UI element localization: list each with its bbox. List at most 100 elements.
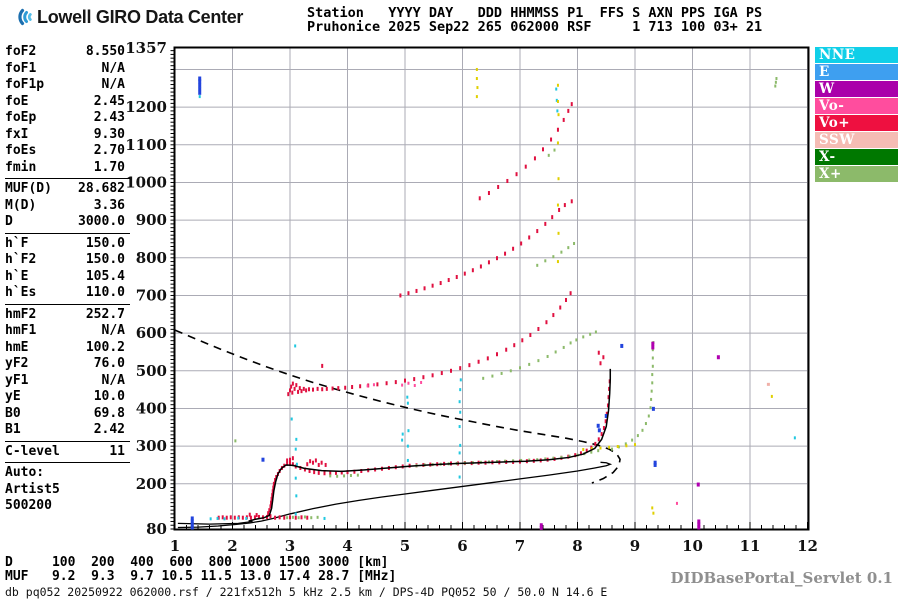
auto-line: Artist5 (5, 481, 60, 497)
auto-line: 500200 (5, 498, 52, 513)
trace-series-x-trace (234, 77, 778, 520)
param-label: foF2 (5, 44, 37, 59)
legend-item-X+: X+ (815, 166, 898, 182)
param-value: 11 (109, 443, 125, 459)
param-row-hmE: hmE 100.2 (5, 340, 125, 357)
param-row-h`E: h`E 105.4 (5, 269, 125, 286)
param-label: hmF2 (5, 306, 37, 322)
param-value: 2.70 (93, 143, 125, 158)
svg-text:7: 7 (515, 537, 525, 555)
param-label: B1 (5, 422, 21, 437)
parameter-panel: foF2 8.550 foF1 N/A foF1p N/A foE 2.45 foEp 2.43 f… (5, 44, 130, 515)
status-line: db pq052 20250922 062000.rsf / 221fx512h… (5, 585, 608, 599)
separator (5, 462, 130, 463)
svg-text:1100: 1100 (125, 136, 167, 154)
param-label: foE (5, 93, 29, 109)
param-row-D: D 3000.0 (5, 214, 125, 231)
legend-item-NNE: NNE (815, 47, 898, 63)
param-row-hmF2: hmF2 252.7 (5, 307, 125, 324)
separator (5, 303, 130, 305)
svg-text:1: 1 (170, 537, 180, 555)
servlet-watermark: DIDBasePortal_Servlet 0.1 (670, 569, 893, 587)
param-value: 9.30 (93, 126, 125, 142)
trace-series-e-marks (190, 76, 657, 530)
trace-series-x-2nd-hop (482, 330, 597, 380)
param-label: MUF(D) (5, 181, 52, 196)
svg-text:900: 900 (136, 211, 167, 229)
param-row-B1: B1 2.42 (5, 422, 125, 439)
svg-text:80: 80 (146, 520, 167, 538)
muf-transmission-curve (174, 329, 621, 484)
param-value: N/A (101, 372, 125, 388)
param-row-MUF(D): MUF(D) 28.682 (5, 181, 125, 198)
param-label: D (5, 214, 13, 229)
param-label: foF1p (5, 77, 45, 92)
param-row-foF1: foF1 N/A (5, 61, 125, 78)
trace-series-ssw-dots (766, 382, 770, 386)
param-value: 110.0 (85, 285, 125, 300)
x-axis-labels: 1 2 3 4 5 6 7 8 9 10 11 12 (170, 537, 818, 555)
svg-text:6: 6 (457, 537, 467, 555)
param-value: 100.2 (85, 339, 125, 355)
trace-series-nne-scatter (198, 87, 796, 521)
param-value: 2.42 (93, 422, 125, 437)
param-value: 2.45 (93, 93, 125, 109)
param-row-C-level: C-level 11 (5, 444, 125, 461)
station-header: Station YYYY DAY DDD HHMMSS P1 FFS S AXN… (307, 6, 763, 35)
param-label: h`F (5, 235, 29, 251)
svg-text:9: 9 (630, 537, 640, 555)
legend-item-E: E (815, 64, 898, 80)
param-label: yE (5, 389, 21, 404)
trace-series-w-dots (539, 341, 720, 530)
svg-text:1200: 1200 (125, 98, 167, 116)
svg-text:8: 8 (572, 537, 582, 555)
station-header-line2: Pruhonice 2025 Sep22 265 062000 RSF 1 71… (307, 18, 763, 35)
param-row-yF1: yF1 N/A (5, 373, 125, 390)
muf-row: MUF 9.2 9.3 9.7 10.5 11.5 13.0 17.4 28.7… (5, 569, 397, 584)
separator (5, 440, 130, 442)
param-value: 252.7 (85, 306, 125, 322)
true-height-profile (177, 461, 613, 529)
svg-text:200: 200 (136, 475, 167, 493)
svg-text:5: 5 (400, 537, 410, 555)
separator (5, 232, 130, 234)
param-label: M(D) (5, 197, 37, 213)
param-label: yF1 (5, 372, 29, 388)
auto-line: Auto: (5, 465, 45, 480)
y-axis-labels: 1357 1200 1100 1000 900 800 700 600 500 400 300 200… (125, 39, 167, 538)
gridlines (175, 48, 808, 529)
svg-text:800: 800 (136, 249, 167, 267)
param-row-foE: foE 2.45 (5, 94, 125, 111)
param-label: foEp (5, 110, 37, 125)
param-row-hmF1: hmF1 N/A (5, 323, 125, 340)
trace-series-o-2nd-hop (287, 291, 572, 397)
param-row-h`F: h`F 150.0 (5, 236, 125, 253)
param-label: foF1 (5, 60, 37, 76)
param-label: h`E (5, 268, 29, 284)
param-row-yE: yE 10.0 (5, 389, 125, 406)
svg-text:10: 10 (682, 537, 703, 555)
param-row-foEs: foEs 2.70 (5, 143, 125, 160)
svg-text:600: 600 (136, 324, 167, 342)
param-label: fxI (5, 126, 29, 142)
param-label: h`F2 (5, 252, 37, 267)
param-value: 1.70 (93, 159, 125, 175)
trace-series-x-3rd-hop (536, 148, 576, 267)
param-row-foEp: foEp 2.43 (5, 110, 125, 127)
svg-text:12: 12 (797, 537, 818, 555)
plot-border (173, 46, 810, 531)
lowell-giro-logo: Lowell GIRO Data Center (8, 5, 243, 29)
logo-text: Lowell GIRO Data Center (37, 6, 244, 27)
echo-legend: NNE E W Vo- Vo+ SSW X- X+ (815, 47, 898, 183)
param-row-M(D): M(D) 3.36 (5, 198, 125, 215)
param-row-h`Es: h`Es 110.0 (5, 285, 125, 302)
artist-fitted-trace (248, 368, 612, 522)
svg-text:300: 300 (136, 437, 167, 455)
param-value: 3.36 (93, 197, 125, 213)
param-value: N/A (101, 77, 125, 92)
trace-series-o-4th-hop (478, 102, 573, 201)
distance-row: D 100 200 400 600 800 1000 1500 3000 [km… (5, 555, 389, 570)
axis-ticks (170, 50, 808, 530)
param-value: N/A (101, 60, 125, 76)
param-value: N/A (101, 323, 125, 338)
